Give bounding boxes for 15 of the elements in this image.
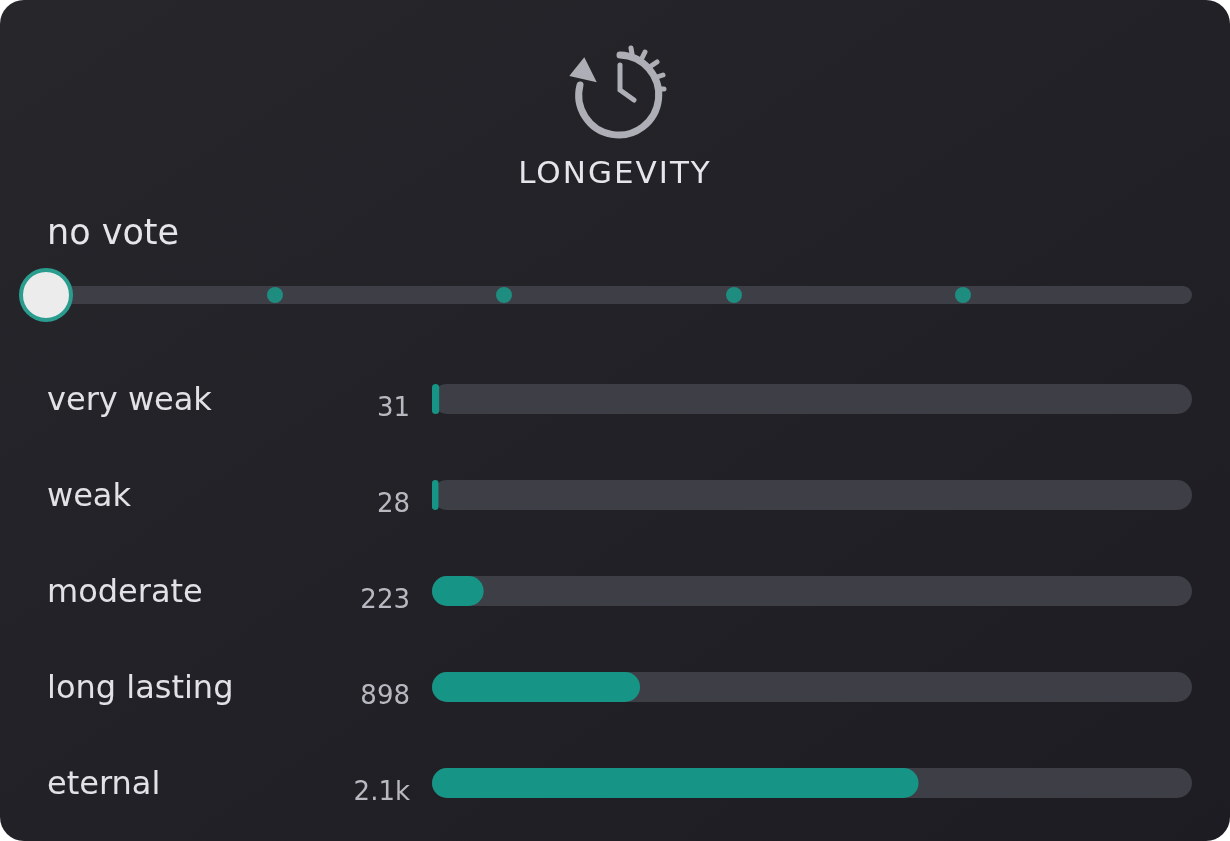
data-label: 31 xyxy=(376,392,410,422)
y-tick-label: weak xyxy=(47,476,132,514)
data-label: 223 xyxy=(360,584,410,614)
chart-title: LONGEVITY xyxy=(518,154,712,190)
y-tick-label: long lasting xyxy=(47,668,234,706)
y-tick-label: very weak xyxy=(47,380,213,418)
y-tick-label: moderate xyxy=(47,572,203,610)
y-tick-label: eternal xyxy=(47,764,161,802)
bar xyxy=(432,384,440,414)
bar xyxy=(432,672,641,702)
data-label: 2.1k xyxy=(353,776,410,806)
data-label: 898 xyxy=(360,680,410,710)
text: no vote xyxy=(47,212,180,252)
data-label: 28 xyxy=(376,488,410,518)
bar xyxy=(432,480,439,510)
